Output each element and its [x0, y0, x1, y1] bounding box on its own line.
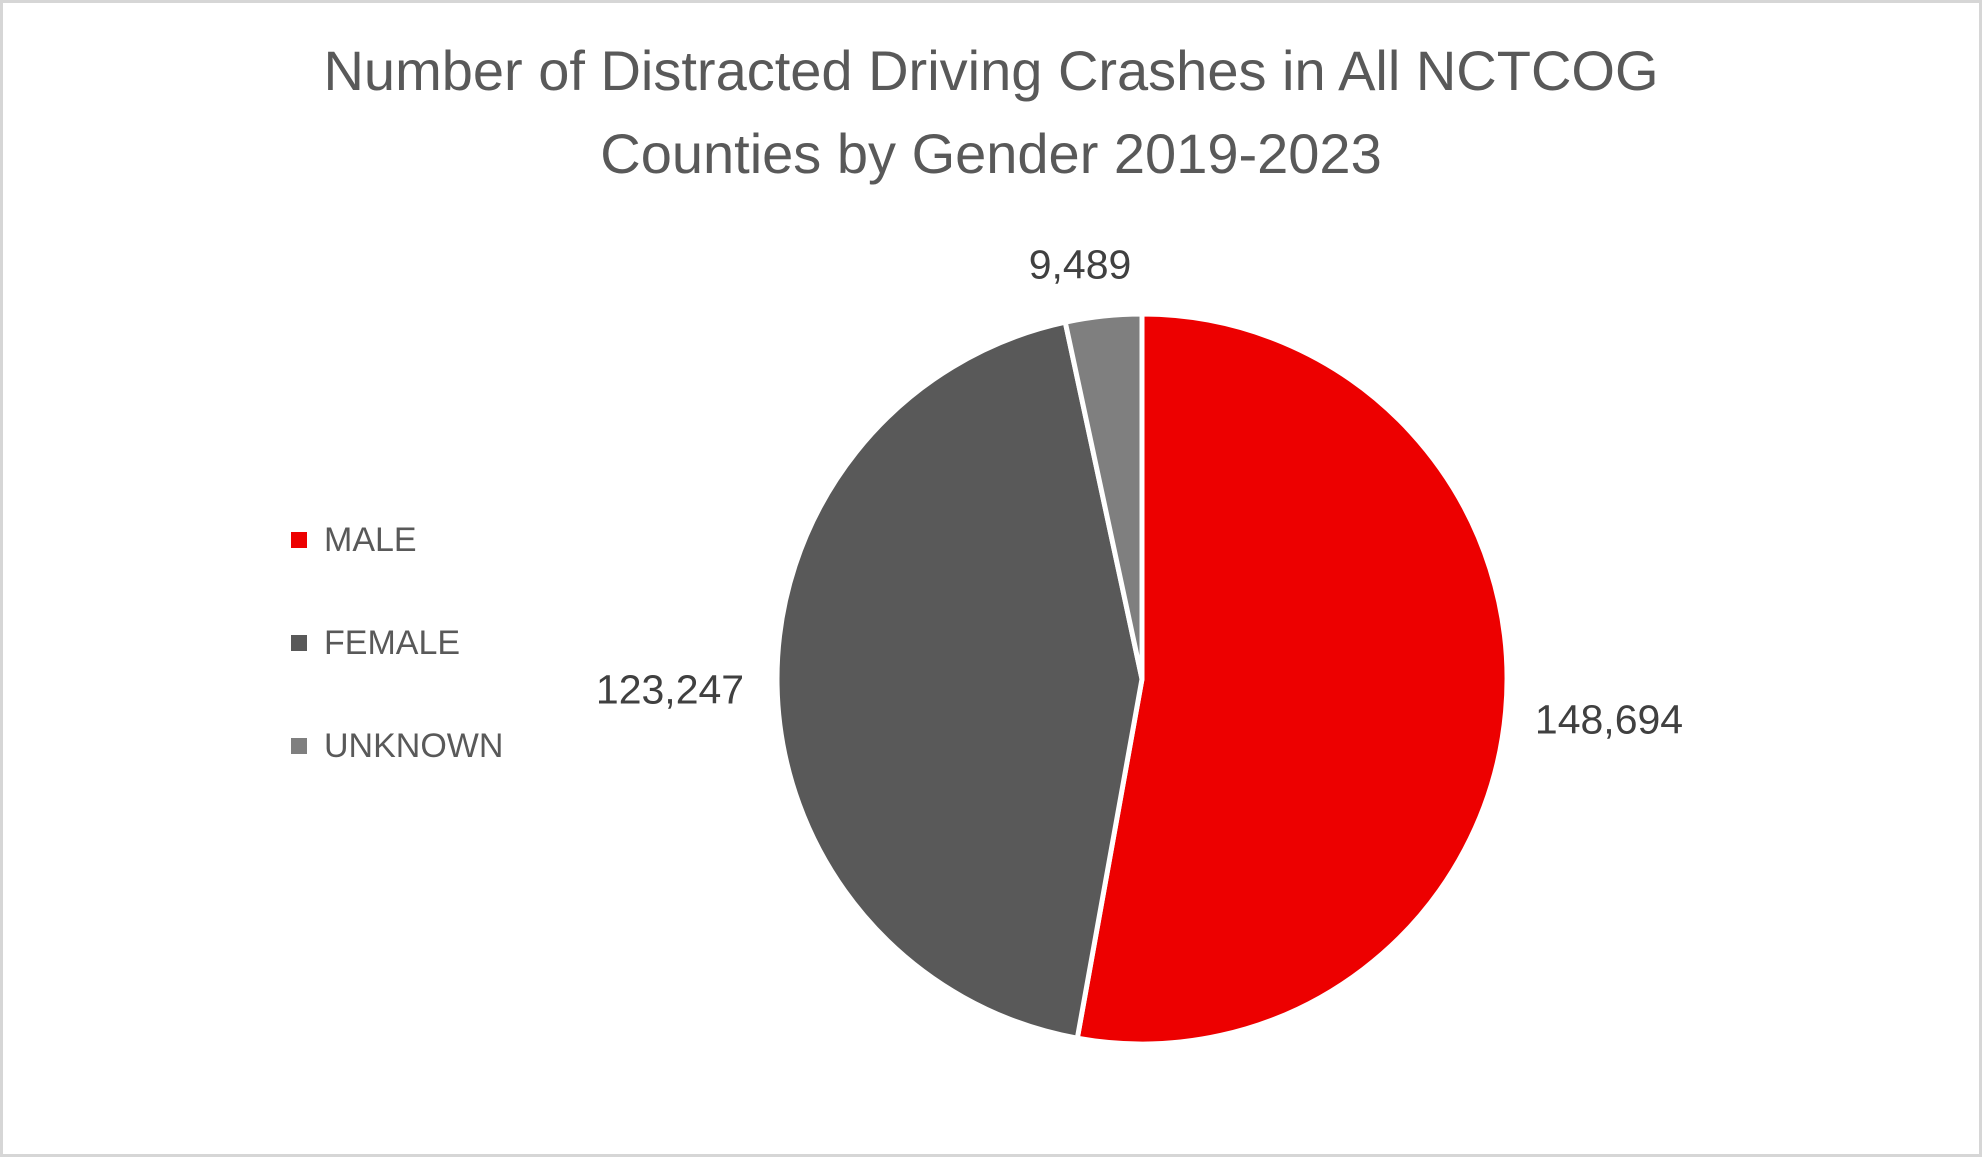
pie-chart [774, 311, 1510, 1047]
legend-item-female: FEMALE [291, 623, 503, 663]
data-label-male: 148,694 [1534, 696, 1684, 743]
legend-swatch-male-icon [291, 532, 307, 548]
legend-label-unknown: UNKNOWN [324, 726, 504, 765]
chart-title-line2: Counties by Gender 2019-2023 [600, 122, 1382, 185]
chart-title: Number of Distracted Driving Crashes in … [3, 29, 1979, 195]
pie-slice-male [1074, 311, 1510, 1047]
pie-slice-female [774, 319, 1145, 1041]
legend-item-male: MALE [291, 520, 503, 560]
data-label-unknown: 9,489 [1028, 241, 1132, 288]
data-label-female: 123,247 [595, 666, 745, 713]
legend-label-male: MALE [324, 520, 417, 559]
pie-slice-unknown [1062, 311, 1145, 682]
legend-swatch-female-icon [291, 635, 307, 651]
chart-title-line1: Number of Distracted Driving Crashes in … [323, 39, 1659, 102]
legend-label-female: FEMALE [324, 623, 461, 662]
legend: MALE FEMALE UNKNOWN [291, 520, 503, 829]
legend-item-unknown: UNKNOWN [291, 726, 503, 766]
legend-swatch-unknown-icon [291, 738, 307, 754]
